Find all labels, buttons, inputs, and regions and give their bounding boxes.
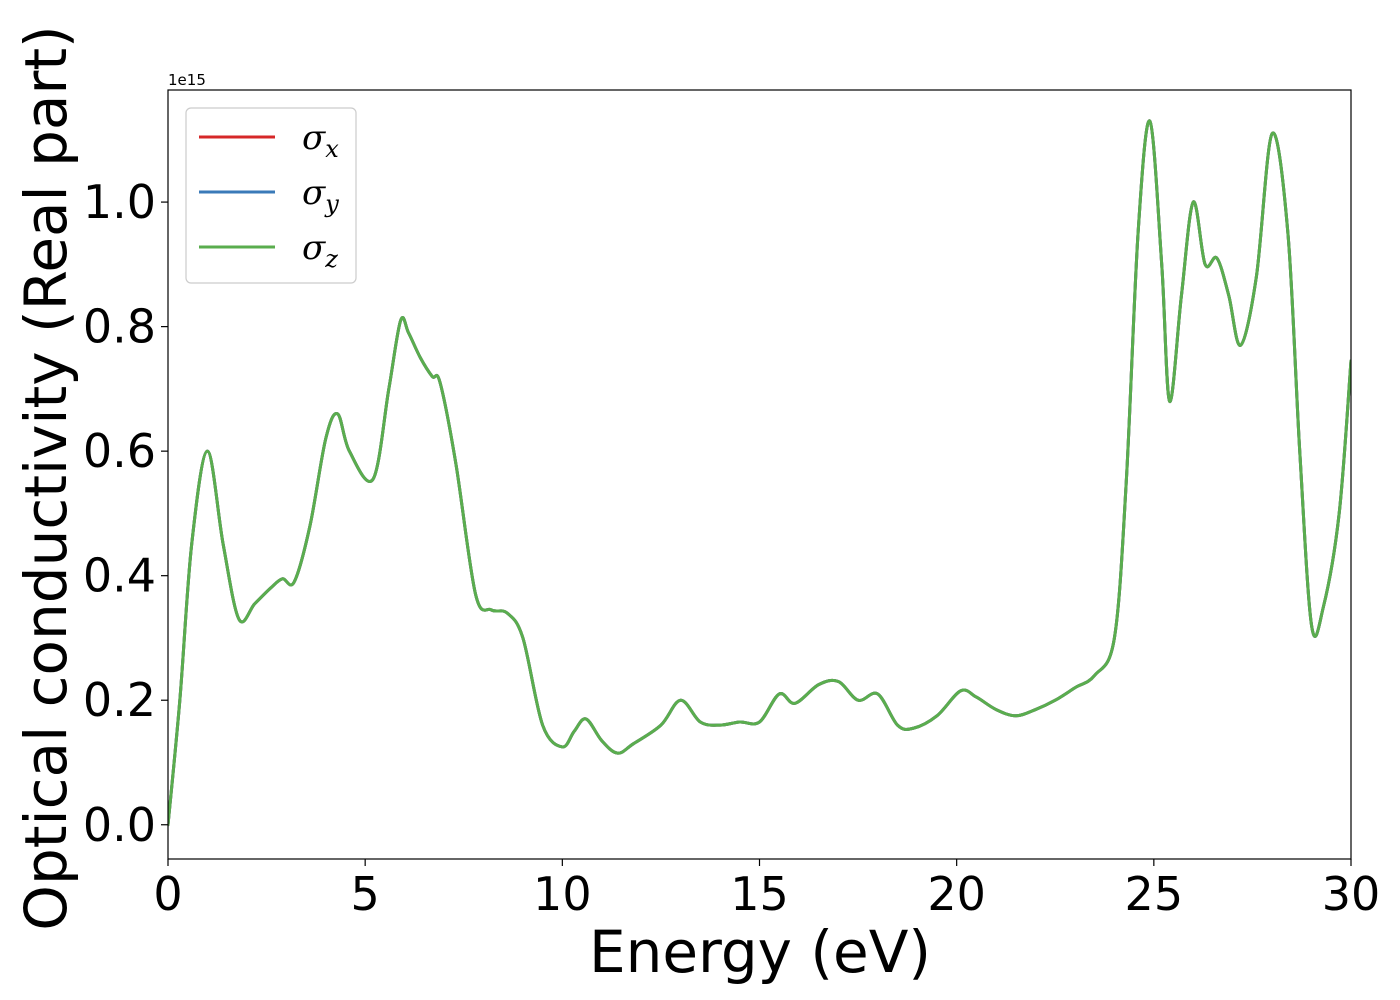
x-tick-label: 0 [153,867,182,921]
y-tick-label: 0.0 [83,798,156,852]
legend-frame [185,107,357,284]
x-axis-ticks: 0 5 10 15 20 25 30 [153,859,1380,921]
x-tick-label: 15 [730,867,789,921]
legend-subscript: y [324,190,339,218]
x-tick-label: 20 [927,867,986,921]
x-tick-label: 25 [1125,867,1184,921]
legend-subscript: x [325,135,339,163]
x-tick-label: 5 [351,867,380,921]
legend-subscript: z [324,245,338,273]
legend-symbol: σ [302,118,326,158]
y-tick-label: 0.4 [83,549,156,603]
legend-symbol: σ [302,173,326,213]
y-tick-label: 0.8 [83,300,156,354]
y-tick-label: 0.2 [83,673,156,727]
y-tick-label: 0.6 [83,424,156,478]
plot-background [168,90,1351,859]
x-tick-label: 10 [533,867,592,921]
x-tick-label: 30 [1322,867,1381,921]
y-tick-label: 1.0 [83,175,156,229]
legend-label-x: σx [302,118,339,163]
legend-label-z: σz [302,228,338,273]
series-layer [168,119,1351,827]
y-axis-label: Optical conductivity (Real part) [12,25,80,930]
legend-label-y: σy [302,173,339,218]
y-offset-label: 1e15 [168,71,206,89]
x-axis-label: Energy (eV) [589,918,931,986]
y-axis-ticks: 0.0 0.2 0.4 0.6 0.8 1.0 [83,175,168,852]
legend-symbol: σ [302,228,326,268]
series-line-z [168,119,1351,827]
